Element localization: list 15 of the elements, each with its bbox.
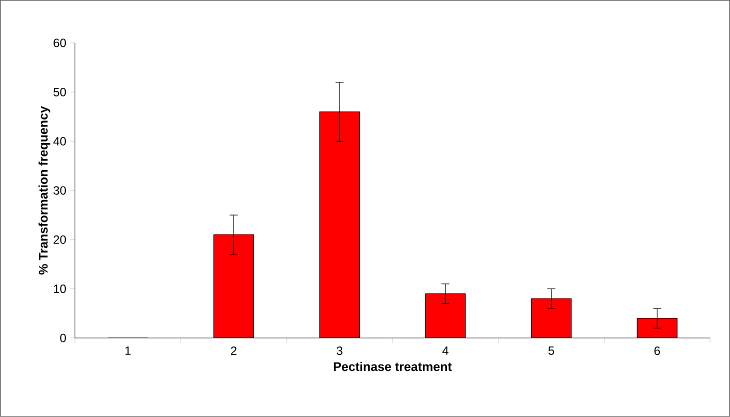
x-tick-label: 3 [336,346,342,356]
y-tick-label: 0 [60,334,66,342]
y-tick-label: 40 [53,137,66,146]
y-tick-label: 10 [54,284,66,294]
x-tick-label: 4 [442,346,448,355]
x-tick-label: 2 [230,346,236,355]
x-tick-label: 1 [125,346,131,355]
y-tick-label: 50 [54,88,66,96]
y-tick-label: 20 [54,235,66,244]
x-tick-label: 6 [654,346,660,356]
x-tick-label: 5 [548,346,554,355]
x-axis-title: Pectinase treatment [334,362,452,372]
y-tick-label: 60 [54,38,66,48]
y-tick-label: 30 [53,186,66,195]
y-axis-title: % Transformation frequency [38,106,50,275]
